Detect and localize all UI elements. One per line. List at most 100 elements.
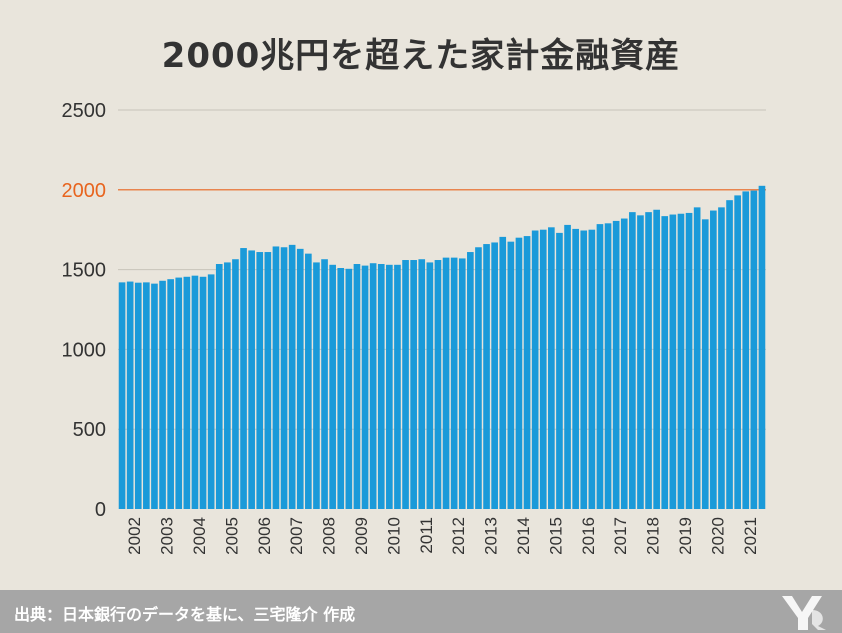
x-tick-label: 2011 [417, 517, 436, 554]
bar [507, 241, 515, 510]
bar [531, 230, 539, 509]
x-tick-label: 2012 [449, 517, 468, 555]
bar [143, 282, 150, 509]
brand-logo-icon [782, 596, 826, 630]
x-tick-label: 2004 [190, 517, 209, 555]
x-tick-label: 2002 [125, 517, 144, 555]
bar [442, 257, 450, 509]
bar [256, 252, 264, 510]
bar [280, 247, 288, 509]
x-tick-label: 2014 [514, 517, 533, 555]
bar [669, 214, 677, 510]
x-tick-label: 2021 [741, 517, 760, 555]
bar [232, 259, 239, 509]
bar [604, 223, 612, 509]
bar [426, 262, 434, 509]
bar [296, 248, 304, 509]
y-tick-label: 1000 [62, 339, 107, 361]
bar [248, 250, 255, 509]
bar [653, 209, 660, 509]
bar [523, 236, 531, 509]
bar [548, 227, 555, 509]
bar [199, 276, 207, 509]
x-tick-label: 2003 [158, 517, 177, 555]
bar [661, 216, 669, 509]
bar [313, 262, 320, 509]
x-tick-label: 2010 [384, 517, 403, 555]
x-tick-label: 2008 [320, 517, 339, 555]
x-tick-label: 2018 [644, 517, 663, 555]
bar [410, 260, 417, 509]
bar [175, 277, 183, 509]
bar [215, 264, 223, 509]
bar [288, 244, 296, 510]
bar [345, 268, 353, 509]
bar [191, 275, 199, 509]
bar [272, 246, 280, 509]
x-tick-label: 2013 [482, 517, 501, 555]
x-tick-label: 2020 [708, 517, 727, 555]
bar [758, 185, 766, 509]
x-tick-label: 2009 [352, 517, 371, 555]
x-tick-label: 2006 [255, 517, 274, 555]
bar [580, 230, 588, 509]
bar [450, 257, 458, 509]
bar [750, 190, 758, 509]
bar [726, 200, 733, 510]
bar [596, 224, 604, 510]
source-text: 出典：日本銀行のデータを基に、三宅隆介 作成 [14, 605, 356, 624]
bar [637, 215, 644, 509]
bar [361, 265, 369, 509]
x-tick-label: 2007 [287, 517, 306, 555]
bar [483, 244, 490, 509]
x-tick-label: 2005 [222, 517, 241, 555]
bar [151, 283, 158, 509]
x-tick-label: 2017 [611, 517, 630, 555]
bar [629, 212, 636, 509]
bar [224, 262, 231, 509]
bar [515, 237, 523, 509]
bar [645, 212, 652, 509]
bar [329, 264, 336, 509]
bar [369, 263, 377, 509]
bar [264, 252, 272, 510]
bar [434, 260, 442, 509]
bar [588, 229, 596, 509]
bar [118, 282, 126, 509]
bar [377, 264, 385, 509]
bar [418, 259, 426, 509]
bar [556, 232, 563, 509]
bar [475, 247, 482, 509]
bar [539, 229, 547, 509]
source-footer: 出典：日本銀行のデータを基に、三宅隆介 作成 [0, 590, 842, 633]
y-tick-label: 1500 [62, 260, 107, 282]
bar [701, 219, 709, 509]
bar [564, 224, 571, 509]
bar [159, 280, 166, 509]
bar [693, 207, 701, 510]
bar [458, 258, 466, 509]
bar [572, 228, 579, 509]
bar-chart: 0 500 1000 1500 2000 2500 2002 2003 2004 2005 2006… [62, 100, 766, 555]
bar [612, 220, 620, 510]
chart-title: 2000兆円を超えた家計金融資産 [161, 36, 681, 76]
x-tick-label: 2019 [676, 517, 695, 555]
bar [183, 276, 191, 509]
y-tick-label: 500 [73, 419, 106, 441]
bar [394, 264, 401, 509]
bar [734, 195, 741, 509]
bar [710, 210, 717, 510]
y-tick-label: 0 [95, 499, 106, 521]
bar [499, 236, 507, 509]
bar [467, 252, 474, 510]
bar [353, 264, 361, 509]
bar [337, 268, 345, 509]
y-tick-label: 2500 [62, 100, 107, 122]
bar [167, 279, 174, 509]
x-tick-label: 2015 [546, 517, 565, 555]
bar [207, 274, 215, 509]
bar [321, 259, 328, 509]
x-tick-label: 2016 [579, 517, 598, 555]
bar [677, 213, 685, 510]
bar [134, 282, 142, 509]
